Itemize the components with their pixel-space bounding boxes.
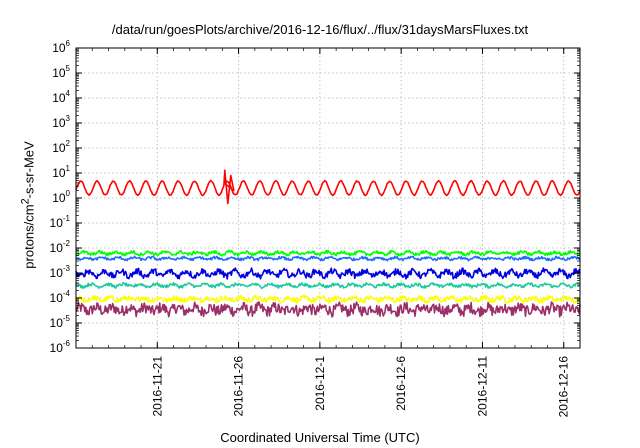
series-line — [75, 294, 581, 304]
y-tick-label: 104 — [52, 89, 70, 105]
y-tick-label: 106 — [52, 39, 70, 55]
y-tick-label: 10-3 — [50, 264, 71, 280]
x-tick-label: 2016-11-26 — [232, 356, 246, 417]
y-tick-label: 10-2 — [50, 239, 71, 255]
y-tick-label: 102 — [52, 139, 70, 155]
y-axis-ticks: 10-6 10-5 10-4 10-3 10-2 10-1 100 101 102 103 104 1… — [50, 39, 580, 355]
series-line — [75, 281, 581, 289]
y-tick-label: 100 — [52, 189, 70, 205]
x-axis-label: Coordinated Universal Time (UTC) — [220, 430, 420, 445]
y-tick-label: 103 — [52, 114, 70, 130]
y-tick-label: 101 — [52, 164, 70, 180]
series-layer — [75, 169, 581, 318]
x-axis-ticks: 2016-11-21 2016-11-26 2016-12-1 2016-12-6 20… — [75, 48, 581, 418]
y-tick-label: 10-6 — [50, 339, 71, 355]
chart-title: /data/run/goesPlots/archive/2016-12-16/f… — [111, 22, 529, 37]
y-tick-label: 10-5 — [50, 314, 71, 330]
x-tick-label: 2016-12-1 — [313, 356, 327, 411]
y-tick-label: 10-1 — [50, 214, 71, 230]
series-line — [75, 169, 581, 205]
x-tick-label: 2016-12-6 — [394, 356, 408, 411]
series-line — [75, 267, 581, 280]
y-tick-label: 10-4 — [50, 289, 71, 305]
x-tick-label: 2016-11-21 — [150, 356, 164, 417]
x-tick-label: 2016-12-11 — [475, 356, 489, 417]
grid-lines — [76, 48, 580, 348]
series-line — [75, 255, 581, 262]
series-line — [75, 301, 581, 318]
y-tick-label: 105 — [52, 64, 70, 80]
x-tick-label: 2016-12-16 — [557, 356, 571, 418]
series-line — [75, 249, 581, 257]
